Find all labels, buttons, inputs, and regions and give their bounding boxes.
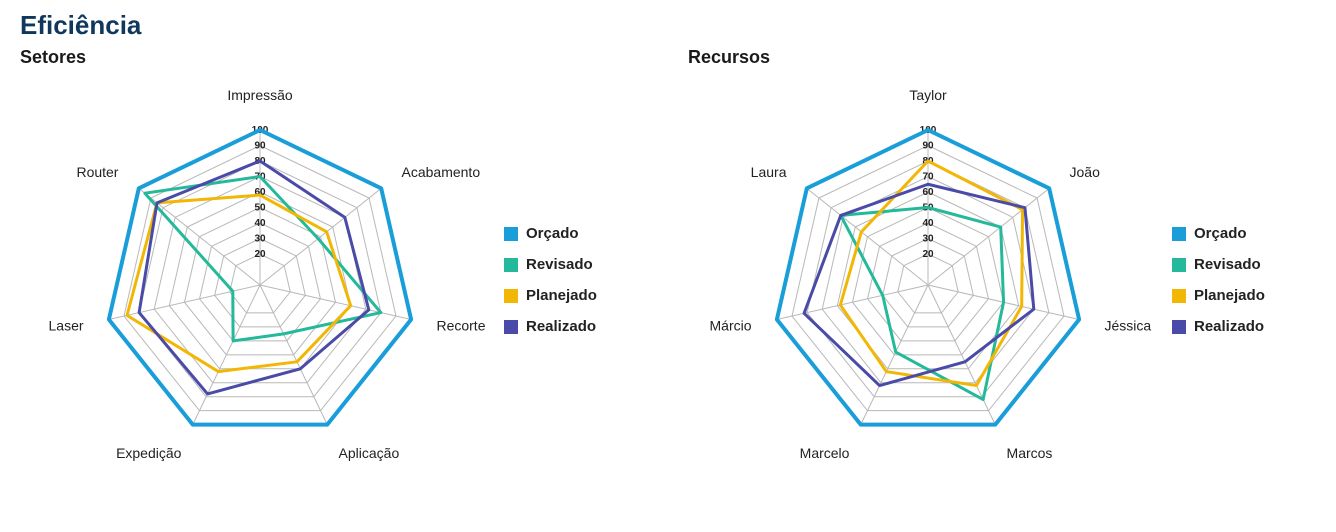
legend-swatch [1172, 289, 1186, 303]
svg-text:90: 90 [254, 141, 266, 152]
legend-item: Revisado [1172, 256, 1265, 273]
svg-text:Jéssica: Jéssica [1104, 317, 1151, 333]
radar-chart-recursos: 2030405060708090100TaylorJoãoJéssicaMarc… [688, 70, 1168, 490]
legend-item: Planejado [1172, 287, 1265, 304]
legend-item: Orçado [1172, 225, 1265, 242]
svg-text:João: João [1070, 164, 1101, 180]
svg-text:50: 50 [254, 203, 266, 214]
legend-label: Planejado [1194, 287, 1265, 304]
legend-item: Orçado [504, 225, 597, 242]
svg-text:Laura: Laura [751, 164, 787, 180]
legend-swatch [1172, 227, 1186, 241]
svg-text:90: 90 [922, 141, 934, 152]
svg-text:40: 40 [922, 218, 934, 229]
svg-text:Acabamento: Acabamento [402, 164, 481, 180]
panel-setores: Setores 2030405060708090100ImpressãoAcab… [20, 47, 648, 490]
svg-text:40: 40 [254, 218, 266, 229]
legend-item: Planejado [504, 287, 597, 304]
svg-text:70: 70 [922, 172, 934, 183]
legend-recursos: Orçado Revisado Planejado Realizado [1172, 225, 1265, 335]
legend-item: Realizado [504, 318, 597, 335]
legend-label: Realizado [1194, 318, 1264, 335]
legend-label: Orçado [1194, 225, 1247, 242]
svg-text:Expedição: Expedição [116, 445, 182, 461]
legend-label: Revisado [526, 256, 593, 273]
svg-text:Taylor: Taylor [909, 87, 947, 103]
svg-text:30: 30 [922, 234, 934, 245]
svg-text:Impressão: Impressão [227, 87, 293, 103]
legend-swatch [504, 320, 518, 334]
legend-label: Orçado [526, 225, 579, 242]
svg-text:30: 30 [254, 234, 266, 245]
svg-text:60: 60 [922, 187, 934, 198]
svg-text:20: 20 [254, 249, 266, 260]
panels-row: Setores 2030405060708090100ImpressãoAcab… [20, 47, 1316, 490]
legend-label: Revisado [1194, 256, 1261, 273]
svg-text:20: 20 [922, 249, 934, 260]
svg-text:Aplicação: Aplicação [339, 445, 400, 461]
legend-label: Realizado [526, 318, 596, 335]
legend-swatch [504, 258, 518, 272]
svg-text:Marcos: Marcos [1007, 445, 1053, 461]
radar-chart-setores: 2030405060708090100ImpressãoAcabamentoRe… [20, 70, 500, 490]
panel-title-recursos: Recursos [688, 47, 1316, 68]
legend-swatch [504, 227, 518, 241]
svg-text:Laser: Laser [49, 317, 84, 333]
legend-item: Realizado [1172, 318, 1265, 335]
svg-text:Márcio: Márcio [710, 317, 752, 333]
page-title: Eficiência [20, 10, 1316, 41]
legend-swatch [1172, 258, 1186, 272]
svg-text:Router: Router [76, 164, 118, 180]
panel-title-setores: Setores [20, 47, 648, 68]
svg-text:Recorte: Recorte [436, 317, 485, 333]
legend-item: Revisado [504, 256, 597, 273]
svg-text:Marcelo: Marcelo [800, 445, 850, 461]
legend-swatch [504, 289, 518, 303]
panel-recursos: Recursos 2030405060708090100TaylorJoãoJé… [688, 47, 1316, 490]
legend-swatch [1172, 320, 1186, 334]
legend-label: Planejado [526, 287, 597, 304]
legend-setores: Orçado Revisado Planejado Realizado [504, 225, 597, 335]
